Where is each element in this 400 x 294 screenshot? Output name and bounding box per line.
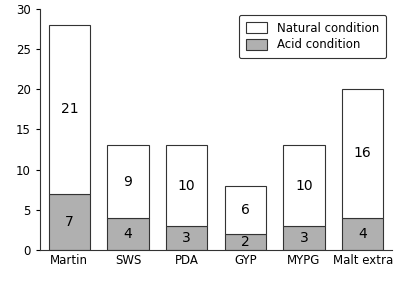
Bar bbox=[284, 146, 324, 226]
Text: 21: 21 bbox=[60, 102, 78, 116]
Bar bbox=[166, 146, 207, 226]
Bar bbox=[49, 25, 90, 194]
Text: 4: 4 bbox=[124, 227, 132, 241]
Text: 10: 10 bbox=[295, 179, 313, 193]
Text: 6: 6 bbox=[241, 203, 250, 217]
Text: 7: 7 bbox=[65, 215, 74, 229]
Legend: Natural condition, Acid condition: Natural condition, Acid condition bbox=[239, 15, 386, 59]
Bar bbox=[108, 218, 148, 250]
Bar bbox=[342, 218, 383, 250]
Bar bbox=[342, 89, 383, 218]
Bar bbox=[49, 194, 90, 250]
Text: 9: 9 bbox=[124, 175, 132, 188]
Bar bbox=[225, 186, 266, 234]
Text: 16: 16 bbox=[354, 146, 372, 161]
Text: 10: 10 bbox=[178, 179, 196, 193]
Text: 4: 4 bbox=[358, 227, 367, 241]
Bar bbox=[108, 146, 148, 218]
Text: 3: 3 bbox=[182, 231, 191, 245]
Text: 3: 3 bbox=[300, 231, 308, 245]
Bar bbox=[166, 226, 207, 250]
Bar bbox=[284, 226, 324, 250]
Bar bbox=[225, 234, 266, 250]
Text: 2: 2 bbox=[241, 235, 250, 249]
